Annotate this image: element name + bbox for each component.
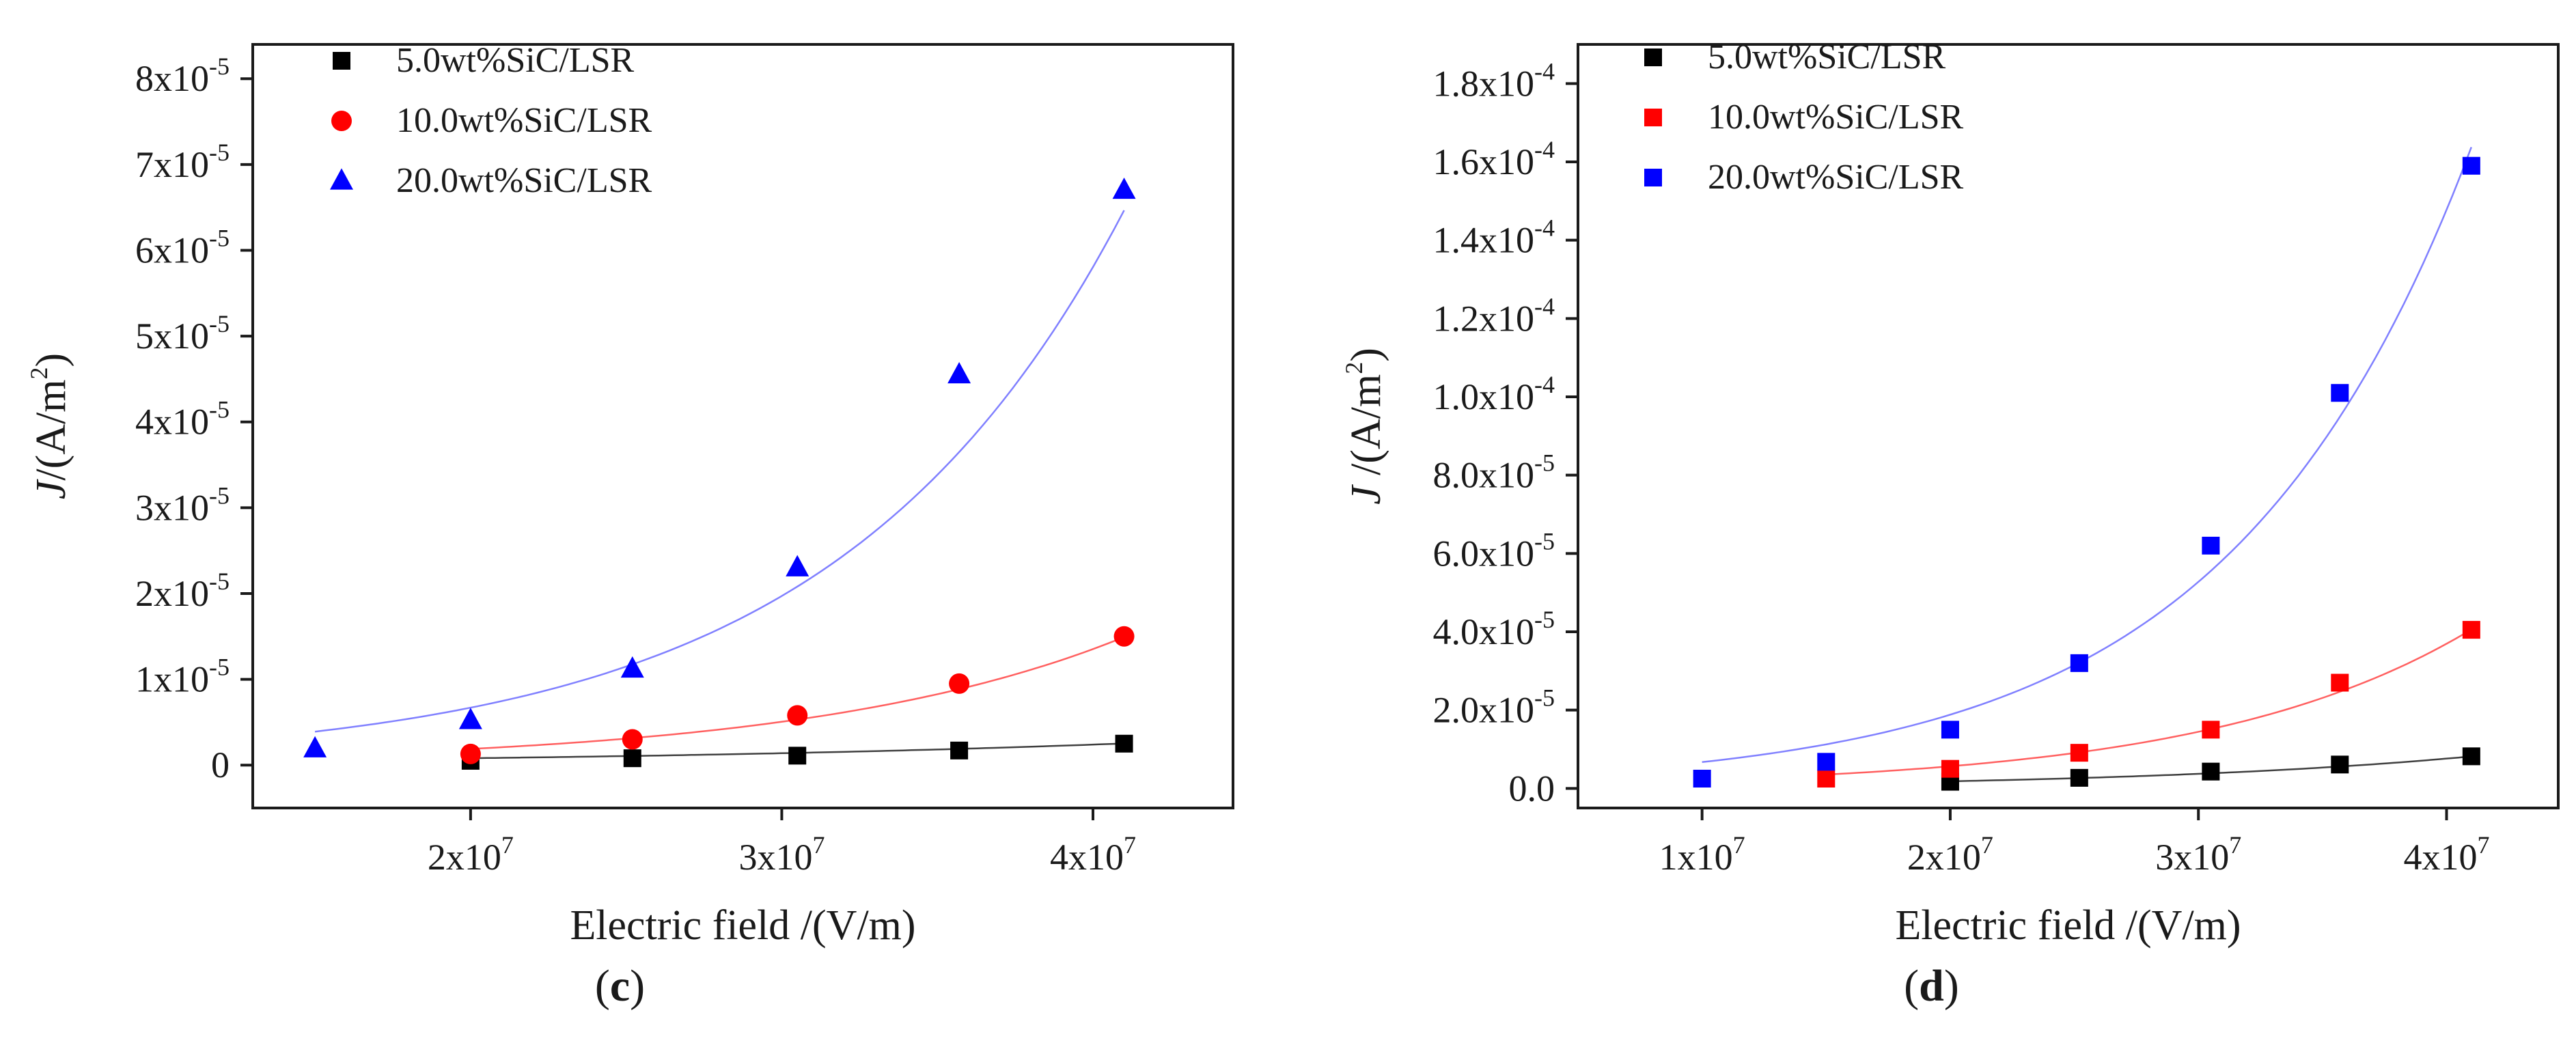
data-point	[787, 705, 808, 726]
data-point	[2070, 654, 2088, 672]
y-axis-title: J /(A/m2)	[1340, 348, 1389, 505]
y-tick-label: 1.8x10-4	[1433, 57, 1555, 104]
data-point	[1112, 177, 1136, 199]
x-axis-title: Electric field /(V/m)	[1895, 902, 2241, 949]
series-20-0wt-sic-lsr	[1693, 146, 2480, 788]
panel-d: 1x107 2x107 3x107 4x107 0.0 2.0x10-5 4.0x10-5 6…	[1340, 38, 2560, 1011]
fit-curve	[470, 636, 1125, 750]
data-point	[1693, 770, 1711, 788]
data-point	[947, 362, 971, 384]
data-point	[458, 708, 482, 729]
legend-marker	[1644, 169, 1662, 186]
data-point	[2462, 747, 2480, 766]
y-tick-label: 0	[211, 744, 230, 785]
data-point	[2331, 673, 2349, 692]
x-tick-label: 3x107	[738, 831, 825, 878]
data-point	[949, 673, 970, 694]
y-tick-label: 3x10-5	[135, 482, 230, 528]
y-tick-label: 4x10-5	[135, 396, 230, 443]
data-point	[2462, 156, 2480, 175]
x-tick-label: 4x107	[1050, 831, 1136, 878]
data-point	[2331, 384, 2349, 402]
y-tick-label: 1.4x10-4	[1433, 214, 1555, 261]
legend-label: 5.0wt%SiC/LSR	[396, 41, 634, 80]
series-10-0wt-sic-lsr	[460, 626, 1135, 764]
data-point	[1113, 626, 1135, 647]
data-point	[2331, 755, 2349, 774]
y-tick-label: 4.0x10-5	[1433, 606, 1555, 652]
x-tick-label: 4x107	[2404, 831, 2490, 878]
y-tick-label: 7x10-5	[135, 139, 230, 185]
data-point	[1115, 734, 1133, 753]
legend-label: 10.0wt%SiC/LSR	[396, 101, 652, 140]
fit-curve	[1826, 628, 2472, 776]
legend-marker	[330, 168, 353, 190]
y-axis-title: J/(A/m2)	[25, 353, 74, 499]
data-point	[623, 749, 641, 768]
y-tick-label: 8x10-5	[135, 53, 230, 99]
panel-label: (d)	[1904, 961, 1959, 1011]
y-tick-label: 2x10-5	[135, 568, 230, 614]
legend-label: 20.0wt%SiC/LSR	[396, 161, 652, 200]
plot-frame	[1577, 43, 2560, 809]
legend-marker	[1644, 109, 1662, 126]
y-tick-label: 8.0x10-5	[1433, 449, 1555, 496]
y-tick-label: 0.0	[1509, 768, 1555, 809]
data-point	[460, 743, 481, 764]
plot-frame	[251, 43, 1234, 809]
series-10-0wt-sic-lsr	[1817, 621, 2480, 788]
legend-marker	[331, 111, 352, 131]
fit-curve	[314, 210, 1125, 733]
y-tick-label: 5x10-5	[135, 310, 230, 357]
x-tick-label: 2x107	[428, 831, 514, 878]
y-tick-label: 1.2x10-4	[1433, 292, 1555, 339]
legend-marker	[333, 52, 350, 70]
data-point	[2202, 762, 2220, 781]
data-point	[2462, 621, 2480, 639]
legend-label: 10.0wt%SiC/LSR	[1708, 98, 1963, 137]
y-tick-label: 1x10-5	[135, 654, 230, 700]
y-tick-label: 1.0x10-4	[1433, 371, 1555, 417]
x-tick-label: 1x107	[1659, 831, 1745, 878]
data-point	[1941, 721, 1959, 739]
data-point	[1817, 753, 1836, 771]
legend-label: 20.0wt%SiC/LSR	[1708, 158, 1963, 197]
x-axis-title: Electric field /(V/m)	[570, 902, 915, 949]
x-tick-label: 3x107	[2155, 831, 2241, 878]
data-point	[786, 555, 809, 576]
legend-marker	[1644, 48, 1662, 66]
data-point	[2202, 536, 2220, 555]
y-tick-label: 6x10-5	[135, 224, 230, 270]
data-point	[788, 747, 807, 765]
data-point	[620, 656, 644, 678]
y-tick-label: 1.6x10-4	[1433, 136, 1555, 182]
data-point	[2070, 744, 2088, 762]
x-tick-label: 2x107	[1907, 831, 1993, 878]
series-20-0wt-sic-lsr	[303, 177, 1136, 757]
data-point	[622, 729, 643, 750]
data-point	[2070, 768, 2088, 787]
data-point	[303, 736, 327, 757]
y-tick-label: 6.0x10-5	[1433, 527, 1555, 574]
y-tick-label: 2.0x10-5	[1433, 684, 1555, 731]
data-point	[1817, 770, 1836, 788]
panel-c: 2x107 3x107 4x107 0 1x10-5 2x10-5 3x10-5 4x10-5…	[25, 41, 1234, 1011]
series-5-0wt-sic-lsr	[1941, 747, 2480, 791]
legend-label: 5.0wt%SiC/LSR	[1708, 38, 1945, 76]
series-5-0wt-sic-lsr	[461, 734, 1133, 770]
data-point	[1941, 760, 1959, 778]
data-point	[950, 741, 969, 760]
panel-label: (c)	[595, 961, 645, 1011]
data-point	[2202, 721, 2220, 739]
